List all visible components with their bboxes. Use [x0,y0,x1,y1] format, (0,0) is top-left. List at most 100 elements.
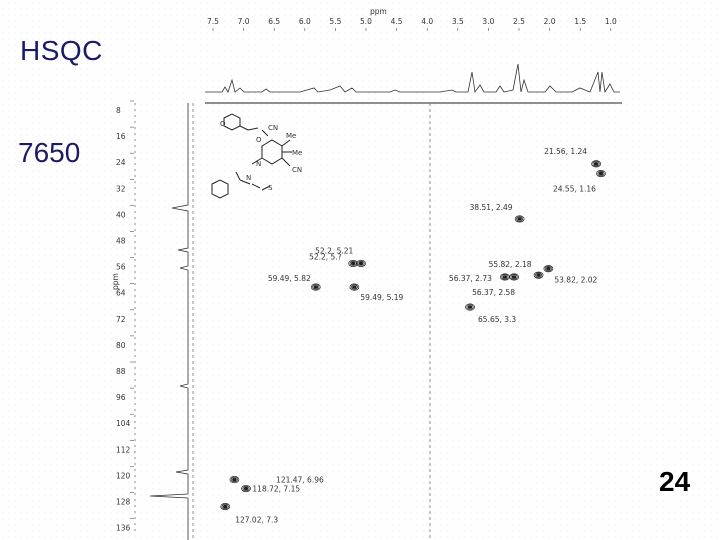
y-axis-title: ppm [111,273,120,290]
cross-peak [533,271,544,279]
svg-text:CN: CN [268,124,278,132]
slide-subtitle: 7650 [18,137,81,168]
peak-label: 55.82, 2.18 [489,260,532,269]
x-tick-label: 2.5 [513,17,525,26]
peak-contour [310,283,321,291]
y-tick-label: 56 [116,263,126,272]
cross-peak [509,273,519,281]
y-tick-label: 48 [116,237,126,246]
x-tick-label: 7.5 [207,17,219,26]
svg-text:CN: CN [292,166,302,174]
cross-peak [310,283,321,291]
x-tick-labels: 7.5 7.0 6.5 6.0 5.5 5.0 4.5 4.0 3.5 3.0 2.5 2.0 1.5 1… [207,17,617,31]
peak-contour [243,486,249,491]
cross-peak [500,273,510,281]
peak-contour [598,171,604,176]
x-tick-label: 5.5 [329,17,341,26]
peak-contour [543,265,554,273]
peak-contour [501,274,509,280]
cross-peak [241,484,251,493]
cross-peak [349,283,360,291]
peak-contour [222,504,228,509]
peak-contour [516,216,524,222]
peak-contour [544,266,552,272]
slide-number: 24 [659,466,691,497]
y-tick-label: 72 [116,315,126,324]
peak-label: 65.65, 3.3 [478,315,516,324]
peak-contour [596,169,606,178]
y-tick-labels: 8 16 24 32 40 48 56 64 72 80 88 96 104 112 120 128 136 [116,100,134,533]
peak-contour [349,283,360,291]
molecule-atom-labels: O CN Me Me N O CN N S [220,120,302,192]
svg-text:Me: Me [286,132,296,140]
svg-text:S: S [268,184,273,192]
y-tick-label: 120 [116,471,131,480]
peak-contour [313,285,319,289]
x-axis-title: ppm [370,7,387,16]
x-tick-label: 6.0 [299,17,311,26]
peak-contour [546,266,551,271]
peak-contour [465,303,475,311]
svg-text:N: N [256,160,261,168]
x-tick-label: 7.0 [238,17,250,26]
slide-title: HSQC [20,35,103,66]
cross-peak [229,476,240,484]
carbon-projection-trace [149,103,189,540]
peak-contour [466,304,474,310]
peak-contour [232,477,237,482]
x-tick-label: 4.0 [421,17,433,26]
peak-contour [509,273,519,281]
peak-contour [350,284,358,290]
x-tick-label: 1.0 [605,17,617,26]
y-tick-label: 128 [116,498,131,507]
peak-contour [592,161,600,167]
peak-label: 38.51, 2.49 [470,203,513,212]
peak-label: 59.49, 5.19 [360,293,403,302]
peak-contour [514,215,525,223]
y-tick-label: 104 [116,419,131,428]
peak-label: 118.72, 7.15 [252,485,300,494]
cross-peaks: 21.56, 1.24 24.55, 1.16 38.51, 2.49 52.2, 5… [220,147,606,525]
peak-label: 59.49, 5.82 [268,274,311,283]
y-tick-label: 8 [116,106,121,115]
peak-contour [230,476,238,483]
y-tick-label: 16 [116,132,126,141]
proton-projection-trace [205,63,620,94]
cross-peak [356,259,366,267]
peak-contour [350,261,356,266]
peak-contour [536,273,541,277]
peak-contour [221,503,229,510]
molecule-structure-drawing [211,113,292,199]
x-tick-label: 4.5 [391,17,403,26]
x-tick-label: 5.0 [360,17,372,26]
peak-contour [591,160,601,168]
peak-contour [242,485,250,492]
peak-contour [241,484,251,493]
peak-contour [511,275,517,279]
y-tick-label: 88 [116,367,126,376]
peak-label: 52.2, 5.? [309,252,342,261]
peak-contour [229,476,240,484]
y-tick-label: 24 [116,158,126,167]
peak-contour [517,217,522,221]
peak-contour [352,285,357,289]
y-tick-label: 136 [116,524,131,533]
peak-label: 21.56, 1.24 [544,147,587,156]
peak-contour [358,261,364,266]
y-tick-label: 96 [116,393,126,402]
x-tick-label: 2.0 [544,17,556,26]
peak-contour [533,271,544,279]
peak-contour [220,503,231,511]
peak-contour [467,305,473,309]
peak-label: 56.37, 2.58 [472,288,515,297]
y-tick-label: 32 [116,184,126,193]
y-tick-label: 64 [116,289,126,298]
y-tick-label: 40 [116,210,126,219]
peak-contour [357,260,365,267]
svg-text:O: O [256,136,262,144]
y-tick-label: 80 [116,341,126,350]
peak-contour [593,162,599,166]
peak-label: 127.02, 7.3 [235,516,278,525]
x-tick-label: 6.5 [268,17,280,26]
